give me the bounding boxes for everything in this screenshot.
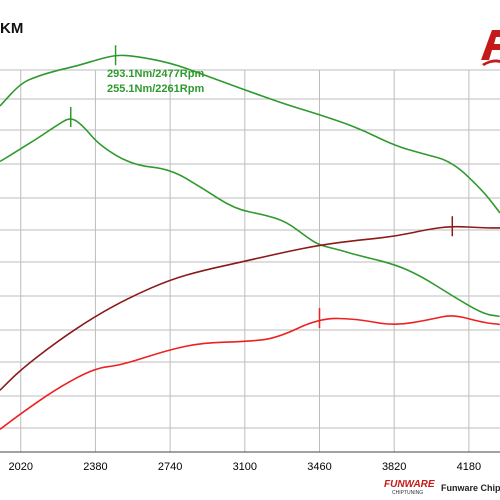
- series-line-2: [0, 225, 500, 391]
- peak-annotation-0: 293.1Nm/2477Rpm: [107, 68, 204, 80]
- x-tick-label-3: 3100: [233, 461, 257, 473]
- brand-logo-icon: [481, 30, 500, 66]
- series-line-3: [0, 315, 500, 430]
- x-tick-labels: 2020 2380 2740 3100 3460 3820 4180: [9, 461, 482, 473]
- x-tick-label-1: 2380: [83, 461, 107, 473]
- x-tick-label-4: 3460: [307, 461, 331, 473]
- grid-lines: [0, 69, 500, 453]
- series-line-1: [0, 118, 500, 318]
- peak-markers: [69, 45, 454, 329]
- footer-company-text: Funware Chip: [441, 483, 500, 493]
- x-tick-label-5: 3820: [382, 461, 406, 473]
- footer-logo-sub: CHIPTUNING: [392, 490, 423, 496]
- series-layer: [0, 54, 500, 430]
- x-tick-label-0: 2020: [9, 461, 33, 473]
- unit-label: KM: [0, 20, 24, 37]
- x-tick-label-2: 2740: [158, 461, 182, 473]
- footer-logo-icon: FUNWARE CHIPTUNING: [384, 479, 435, 496]
- x-tick-label-6: 4180: [457, 461, 481, 473]
- peak-annotations: 293.1Nm/2477Rpm 255.1Nm/2261Rpm: [107, 68, 204, 95]
- peak-annotation-1: 255.1Nm/2261Rpm: [107, 83, 204, 95]
- series-line-0: [0, 54, 500, 214]
- footer-logo-word: FUNWARE: [384, 479, 435, 490]
